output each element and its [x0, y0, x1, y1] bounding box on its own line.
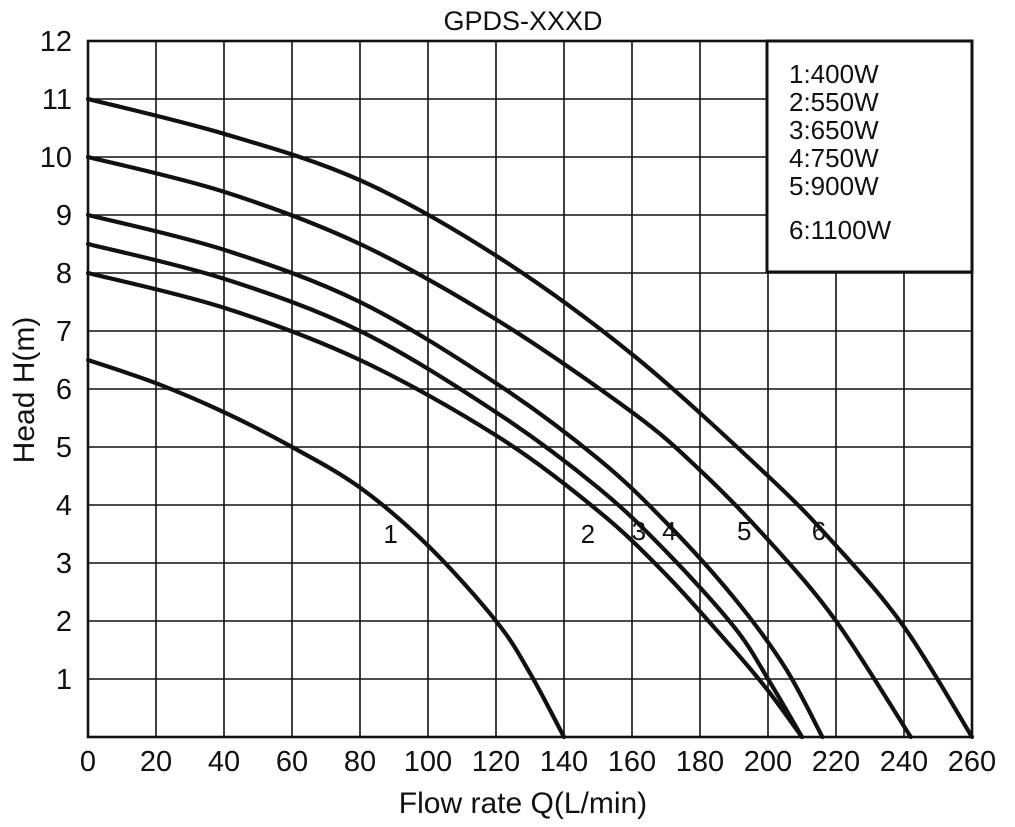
y-tick-label: 10	[40, 142, 72, 174]
x-tick-label: 140	[540, 746, 588, 778]
legend: 1:400W 2:550W 3:650W 4:750W 5:900W 6:110…	[765, 39, 974, 274]
legend-entry: 3:650W	[789, 115, 879, 145]
y-tick-label: 11	[42, 84, 72, 116]
tick-labels: 0 20 40 60 80 100 120 140 160 180 200 220 240 2601234…	[40, 26, 996, 778]
series-line-1	[85, 357, 567, 740]
x-tick-label: 180	[676, 746, 724, 778]
y-tick-label: 4	[56, 490, 72, 522]
y-tick-label: 3	[56, 548, 72, 580]
x-tick-label: 100	[404, 746, 452, 778]
x-tick-label: 60	[276, 746, 308, 778]
x-tick-label: 240	[880, 746, 928, 778]
curve-label: 5	[737, 516, 751, 546]
y-tick-label: 9	[56, 200, 72, 232]
x-tick-label: 160	[608, 746, 656, 778]
curve-label: 2	[581, 519, 595, 549]
series-line-6	[85, 96, 975, 740]
y-tick-label: 8	[56, 258, 72, 290]
x-axis-label: Flow rate Q(L/min)	[399, 787, 647, 820]
legend-entry: 1:400W	[789, 59, 879, 89]
y-tick-label: 1	[56, 664, 72, 696]
legend-box	[765, 39, 974, 274]
y-tick-label: 6	[56, 374, 72, 406]
curves	[85, 96, 975, 740]
x-tick-label: 220	[812, 746, 860, 778]
curve-label: 3	[632, 516, 646, 546]
legend-entry: 5:900W	[789, 171, 879, 201]
x-tick-label: 0	[80, 746, 96, 778]
y-tick-label: 12	[40, 26, 72, 58]
x-tick-label: 80	[344, 746, 376, 778]
plot-frame	[86, 39, 974, 739]
x-tick-label: 40	[208, 746, 240, 778]
series-line-2	[85, 270, 805, 740]
chart-title: GPDS-XXXD	[443, 6, 602, 36]
series-line-3	[85, 241, 805, 740]
series-line-4	[85, 212, 825, 740]
x-tick-label: 260	[948, 746, 996, 778]
legend-entry: 6:1100W	[789, 215, 892, 245]
y-tick-label: 5	[56, 432, 72, 464]
legend-entry: 4:750W	[789, 143, 879, 173]
curve-label: 6	[812, 516, 826, 546]
x-tick-label: 200	[744, 746, 792, 778]
curve-label: 4	[662, 516, 676, 546]
y-tick-label: 7	[56, 316, 72, 348]
x-tick-label: 20	[140, 746, 172, 778]
series-line-5	[85, 154, 913, 740]
y-tick-label: 2	[56, 606, 72, 638]
x-tick-label: 120	[472, 746, 520, 778]
y-axis-label: Head H(m)	[8, 317, 41, 464]
curve-label: 1	[383, 519, 397, 549]
legend-entry: 2:550W	[789, 87, 879, 117]
